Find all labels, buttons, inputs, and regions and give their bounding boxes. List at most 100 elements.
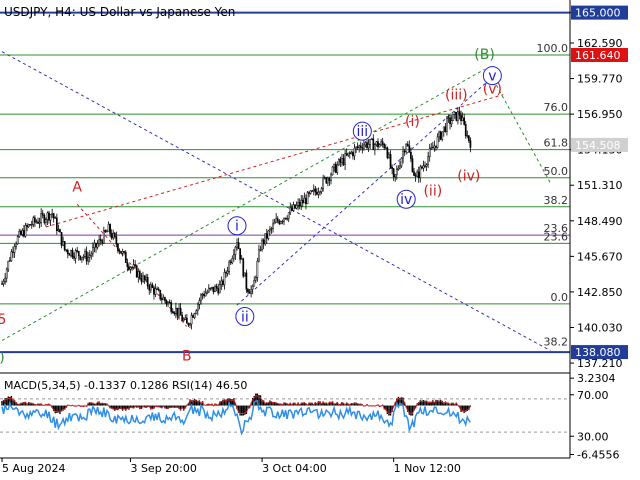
candle-body — [267, 230, 270, 239]
candle-body — [334, 163, 337, 173]
candle-body — [303, 197, 306, 204]
candle-body — [233, 254, 235, 259]
candle-body — [99, 239, 102, 242]
candle-body — [200, 294, 202, 301]
candle-body — [455, 112, 458, 121]
candle-body — [184, 317, 187, 320]
candle-body — [187, 323, 190, 326]
indicator-tick-label: -6.4556 — [577, 449, 619, 462]
rsi-line — [1, 399, 471, 436]
candle-body — [145, 276, 147, 281]
candle-body — [460, 114, 462, 121]
candle-body — [45, 219, 47, 223]
candle-body — [292, 204, 295, 211]
candle-body — [300, 199, 303, 207]
candle-body — [143, 275, 146, 281]
candle-body — [62, 241, 64, 246]
candle-body — [48, 212, 50, 221]
wave-label: (v) — [483, 81, 502, 97]
candle-body — [66, 250, 69, 255]
candle-body — [450, 120, 453, 125]
candle-body — [287, 212, 290, 219]
candle-body — [101, 240, 104, 244]
candle-body — [193, 313, 196, 318]
candle-body — [305, 197, 307, 205]
candle-body — [206, 291, 209, 294]
candle-body — [98, 239, 100, 245]
candle-body — [81, 257, 83, 260]
candle-body — [129, 267, 132, 270]
candle-body — [264, 233, 267, 245]
candle-body — [212, 286, 215, 293]
candle-body — [68, 253, 71, 256]
candle-body — [228, 261, 231, 272]
fib-level-label: 50.0 — [544, 165, 569, 178]
trend-line — [45, 94, 504, 228]
candle-body — [237, 242, 240, 249]
candle-body — [466, 135, 469, 137]
candle-body — [352, 152, 354, 157]
candle-body — [18, 231, 21, 237]
candle-body — [469, 140, 472, 148]
price-tag — [571, 5, 628, 20]
candle-body — [348, 152, 351, 155]
candle-body — [131, 267, 133, 269]
candle-body — [92, 247, 94, 255]
candle-body — [283, 217, 285, 222]
candle-body — [433, 145, 436, 149]
candle-body — [427, 156, 429, 165]
candle-body — [19, 231, 22, 235]
candle-body — [124, 252, 127, 263]
candle-body — [229, 261, 232, 264]
candle-body — [345, 153, 348, 156]
candle-body — [295, 205, 298, 209]
candle-body — [110, 233, 113, 239]
candle-body — [381, 141, 384, 145]
candle-body — [175, 307, 177, 314]
candle-body — [8, 260, 11, 262]
candle-body — [209, 287, 212, 290]
candle-body — [320, 188, 323, 193]
candle-body — [95, 242, 97, 248]
candle-body — [222, 280, 224, 285]
candle-body — [12, 251, 14, 253]
candle-body — [134, 264, 137, 266]
candle-body — [384, 147, 387, 149]
candle-body — [248, 291, 251, 294]
candle-body — [49, 214, 52, 221]
candle-body — [428, 148, 431, 157]
candle-body — [168, 301, 171, 304]
candle-body — [27, 224, 30, 228]
candle-body — [391, 166, 393, 169]
candle-body — [337, 158, 340, 166]
candle-body — [344, 153, 346, 165]
candle-body — [383, 144, 386, 149]
candle-body — [316, 191, 318, 195]
candle-body — [294, 204, 296, 209]
candle-body — [65, 249, 68, 251]
price-tick-label: 145.670 — [577, 250, 623, 263]
price-tick-label: 140.030 — [577, 321, 623, 334]
candle-body — [107, 224, 110, 232]
candle-body — [256, 260, 259, 278]
fib-level-label: 61.8 — [544, 137, 569, 150]
candle-body — [442, 126, 445, 132]
candle-body — [179, 307, 182, 316]
candle-body — [220, 280, 223, 285]
price-panel-background — [0, 0, 570, 372]
macd-signal-line — [1, 395, 471, 414]
candle-body — [123, 251, 126, 253]
price-tag-label: 165.000 — [575, 7, 621, 20]
candle-body — [270, 228, 273, 230]
candle-body — [269, 228, 271, 232]
candle-body — [159, 289, 162, 300]
candle-body — [347, 152, 350, 156]
candle-body — [369, 139, 372, 145]
candle-body — [458, 111, 461, 116]
candle-body — [380, 141, 382, 146]
wave-label: i — [235, 219, 239, 235]
candle-body — [421, 166, 423, 169]
candle-body — [77, 251, 80, 257]
candle-body — [135, 265, 138, 278]
